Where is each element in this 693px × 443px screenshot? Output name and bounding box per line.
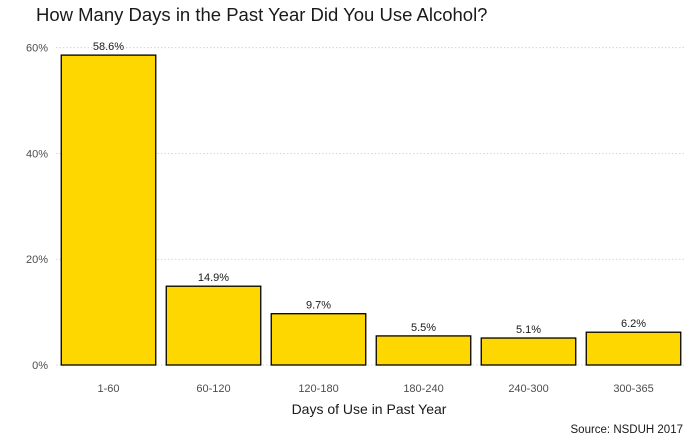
- x-tick-label: 300-365: [613, 383, 653, 395]
- x-tick-label: 120-180: [298, 383, 338, 395]
- bar-180-240: [375, 335, 472, 366]
- y-tick-label: 40%: [26, 148, 48, 160]
- y-tick-label: 0%: [32, 360, 48, 372]
- x-tick-label: 180-240: [403, 383, 443, 395]
- gridlines: [56, 47, 686, 366]
- chart-title: How Many Days in the Past Year Did You U…: [36, 4, 488, 25]
- data-label: 5.1%: [516, 324, 541, 336]
- y-tick-label: 20%: [26, 254, 48, 266]
- bars: [60, 54, 682, 366]
- bar-300-365: [585, 331, 682, 366]
- x-tick-label: 60-120: [196, 383, 230, 395]
- data-label: 6.2%: [621, 318, 646, 330]
- data-label: 14.9%: [198, 272, 229, 284]
- data-labels: 58.6% 14.9% 9.7% 5.5% 5.1% 6.2%: [93, 41, 646, 336]
- data-label: 58.6%: [93, 41, 124, 53]
- data-label: 9.7%: [306, 300, 331, 312]
- source-caption: Source: NSDUH 2017: [571, 424, 684, 436]
- x-axis-ticks: 1-60 60-120 120-180 180-240 240-300 300-365: [97, 383, 653, 395]
- y-tick-label: 60%: [26, 43, 48, 55]
- bar-60-120: [165, 285, 262, 366]
- bar-120-180: [270, 313, 367, 366]
- bar-240-300: [480, 337, 577, 366]
- x-tick-label: 1-60: [97, 383, 119, 395]
- x-tick-label: 240-300: [508, 383, 548, 395]
- data-label: 5.5%: [411, 322, 436, 334]
- y-axis-ticks: 0% 20% 40% 60%: [26, 43, 48, 372]
- x-axis-label: Days of Use in Past Year: [292, 401, 447, 417]
- bar-1-60: [60, 54, 157, 366]
